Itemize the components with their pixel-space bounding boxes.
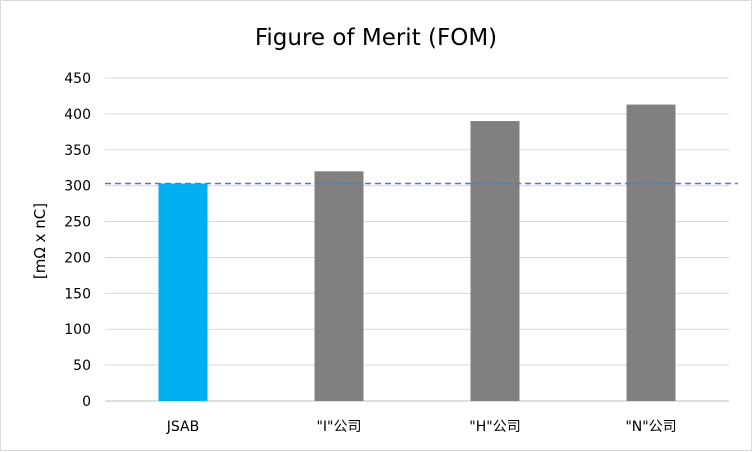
y-tick-labels: 0 50 100 150 200 250 300 350 400 450 [64,71,91,410]
y-tick-label: 150 [64,286,91,302]
x-tick-labels: JSAB "I"公司 "H"公司 "N"公司 [166,419,677,435]
y-tick-label: 50 [73,358,91,374]
y-tick-label: 400 [64,107,91,123]
gridlines [105,77,729,402]
x-tick-label: JSAB [166,419,199,435]
bar [626,104,676,402]
x-tick-label: "H"公司 [469,419,520,435]
bar [314,171,364,401]
x-tick-label: "N"公司 [625,419,676,435]
bars [158,104,676,402]
bar [470,121,520,402]
chart-title: Figure of Merit (FOM) [255,25,497,51]
y-tick-label: 300 [64,179,91,195]
y-tick-label: 100 [64,322,91,338]
y-tick-label: 0 [82,394,91,410]
y-tick-label: 350 [64,143,91,159]
y-tick-label: 250 [64,215,91,231]
x-tick-label: "I"公司 [316,419,361,435]
bar [158,183,208,401]
y-tick-label: 200 [64,250,91,266]
y-tick-label: 450 [64,71,91,87]
y-axis-title: [mΩ x nC] [31,203,49,279]
